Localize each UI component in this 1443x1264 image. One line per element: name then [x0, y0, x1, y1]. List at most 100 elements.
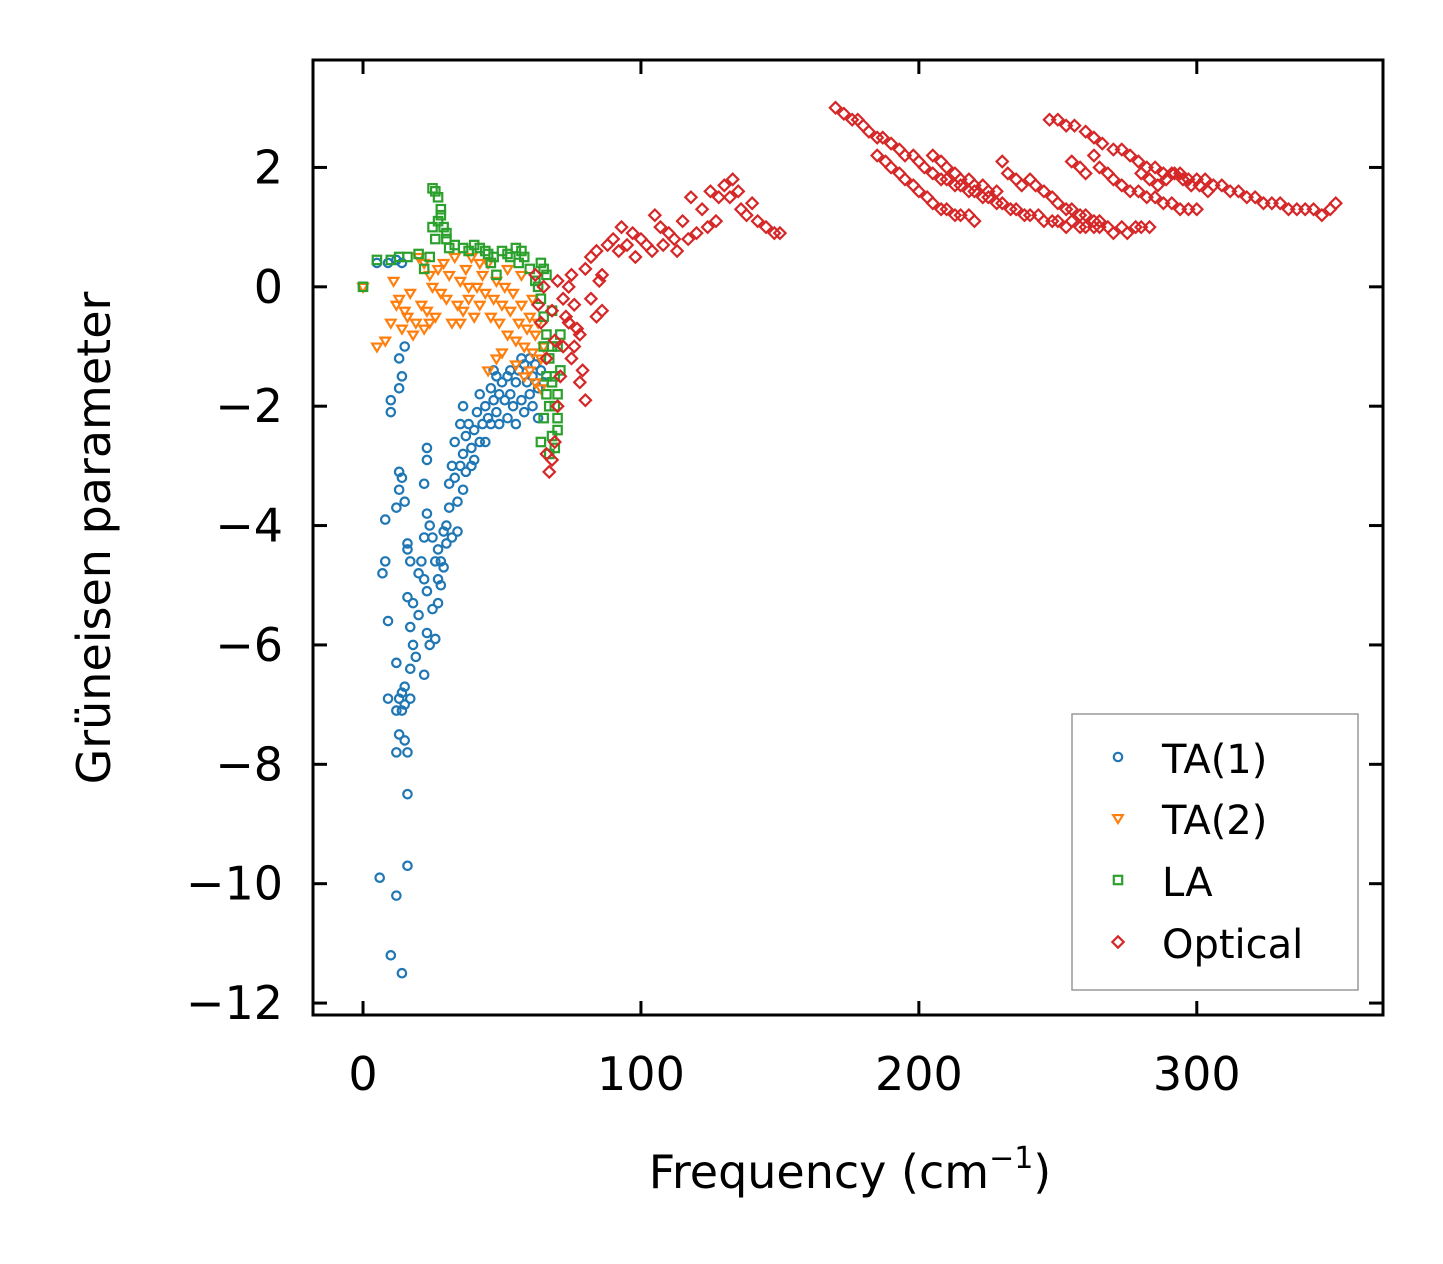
data-point: [428, 312, 443, 324]
data-point: [518, 406, 530, 418]
data-point: [555, 365, 566, 376]
data-point: [517, 342, 532, 354]
data-point: [497, 282, 512, 294]
data-point: [513, 257, 524, 269]
data-point: [396, 257, 408, 269]
data-point: [427, 221, 438, 233]
data-point: [1172, 166, 1188, 181]
data-point: [1064, 201, 1079, 217]
data-point: [404, 693, 416, 704]
data-point: [493, 418, 505, 430]
data-point: [503, 306, 518, 318]
data-point: [492, 318, 506, 330]
data-point: [496, 377, 508, 388]
data-point: [495, 348, 509, 360]
data-point: [1072, 219, 1088, 235]
legend-marker-la: [1112, 874, 1124, 886]
data-point: [389, 300, 404, 312]
data-point: [491, 406, 502, 418]
data-point: [1164, 196, 1180, 211]
data-point: [1078, 124, 1093, 139]
data-point: [474, 242, 486, 254]
data-point: [589, 309, 604, 324]
data-point: [463, 245, 474, 257]
data-point: [391, 705, 402, 716]
data-point: [493, 388, 505, 400]
data-point: [374, 872, 386, 884]
data-point: [435, 203, 447, 215]
legend-marker-ta2: [1111, 813, 1125, 826]
data-point: [578, 392, 593, 408]
data-point: [667, 231, 682, 247]
data-point: [429, 233, 441, 245]
data-point: [466, 442, 477, 454]
legend-label-ta1: TA(1): [1161, 737, 1267, 783]
data-point: [460, 430, 472, 442]
data-point: [378, 336, 393, 348]
data-point: [981, 190, 996, 205]
data-point: [1058, 201, 1074, 217]
data-point: [561, 315, 576, 330]
data-point: [1120, 225, 1135, 241]
data-point: [356, 282, 370, 294]
data-point: [436, 258, 451, 271]
data-point: [385, 394, 397, 406]
data-point: [911, 184, 927, 199]
data-point: [1175, 172, 1191, 187]
data-point: [689, 225, 704, 241]
data-point: [470, 282, 484, 294]
data-point: [474, 388, 486, 400]
data-point: [499, 394, 511, 406]
data-point: [438, 221, 449, 233]
data-point: [457, 400, 469, 412]
data-point: [1150, 178, 1166, 193]
data-point: [535, 436, 547, 448]
data-point: [1122, 148, 1138, 163]
data-point: [530, 275, 541, 287]
data-point: [1050, 112, 1066, 127]
data-point: [583, 291, 599, 306]
data-point: [370, 342, 384, 354]
data-point: [418, 478, 430, 490]
data-point: [421, 508, 433, 519]
data-point: [1017, 207, 1032, 223]
data-point: [468, 454, 480, 466]
data-point: [1072, 207, 1088, 223]
data-point: [382, 693, 394, 704]
data-point: [1086, 213, 1102, 229]
data-point: [391, 657, 402, 669]
data-point: [1064, 213, 1079, 229]
data-point: [544, 452, 560, 468]
data-point: [429, 556, 441, 567]
data-point: [530, 359, 541, 370]
data-point: [653, 219, 668, 235]
data-point: [703, 184, 718, 199]
data-point: [694, 201, 710, 217]
data-point: [402, 591, 413, 603]
data-point: [925, 196, 940, 211]
data-point: [611, 243, 626, 259]
data-point: [402, 747, 413, 758]
data-point: [836, 106, 852, 121]
data-point: [407, 597, 419, 609]
legend-markers: [1110, 751, 1126, 950]
data-point: [536, 279, 551, 295]
data-point: [917, 160, 932, 175]
data-point: [869, 130, 885, 145]
data-point: [406, 330, 420, 342]
data-point: [541, 371, 552, 382]
data-point: [402, 538, 413, 549]
data-point: [500, 264, 515, 277]
data-point: [457, 242, 469, 254]
data-point: [555, 329, 566, 340]
data-point: [953, 178, 968, 193]
data-point: [454, 460, 466, 472]
data-point: [457, 484, 469, 496]
data-point: [505, 365, 516, 376]
data-point: [575, 363, 590, 378]
legend-label-optical: Optical: [1162, 922, 1303, 968]
x-axis-label-close: ): [1033, 1145, 1051, 1199]
data-point: [393, 729, 405, 740]
data-point: [547, 333, 563, 348]
